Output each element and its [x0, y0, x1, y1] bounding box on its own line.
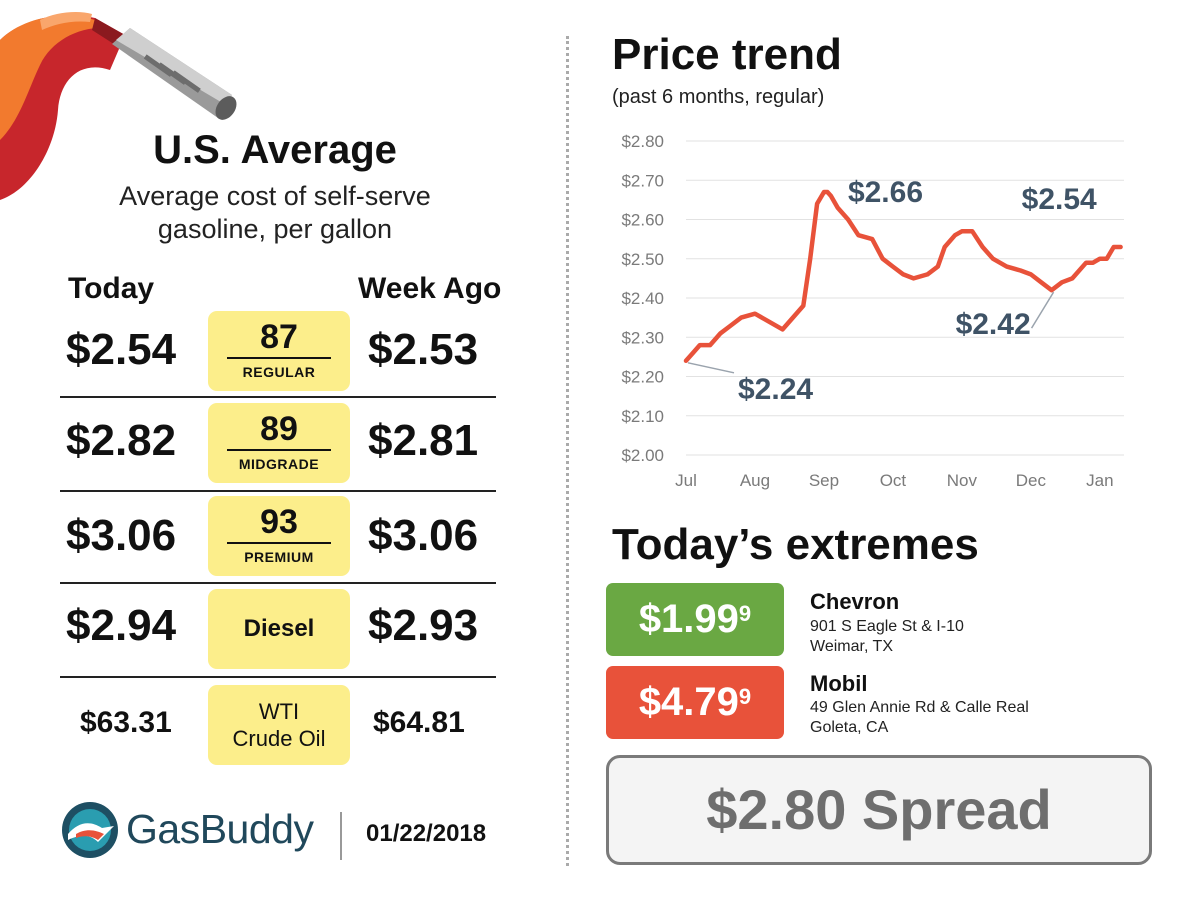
- chart-title: Price trend: [612, 30, 842, 79]
- chart-subtitle: (past 6 months, regular): [612, 86, 825, 108]
- highest-station-name: Mobil: [810, 671, 868, 696]
- lowest-station-address: 901 S Eagle St & I-10 Weimar, TX: [810, 617, 964, 657]
- gasbuddy-brand: GasBuddy: [126, 806, 314, 852]
- address-line-2: Weimar, TX: [810, 638, 893, 655]
- x-tick-label: Dec: [1016, 471, 1047, 490]
- x-tick-label: Nov: [947, 471, 978, 490]
- grade-label: REGULAR: [242, 364, 316, 380]
- gasbuddy-logo-icon: [62, 802, 118, 858]
- x-tick-label: Aug: [740, 471, 770, 490]
- lowest-price-fraction: 9: [738, 601, 752, 626]
- x-tick-label: Jul: [675, 471, 697, 490]
- price-line: [683, 189, 1123, 364]
- grade-label: Diesel: [243, 615, 315, 642]
- grade-rule: [227, 449, 331, 451]
- crude-today-price: $63.31: [80, 706, 172, 739]
- lowest-price-box: $1.999: [606, 583, 784, 656]
- brand-separator: [340, 812, 342, 860]
- y-tick-label: $2.40: [621, 289, 664, 308]
- grade-label: PREMIUM: [244, 549, 314, 565]
- diesel-week-ago-price: $2.93: [368, 601, 479, 650]
- premium-week-ago-price: $3.06: [368, 511, 479, 560]
- regular-week-ago-price: $2.53: [368, 325, 479, 374]
- diesel-today-price: $2.94: [66, 601, 177, 650]
- fuel-nozzle-icon: [0, 5, 260, 201]
- y-tick-label: $2.50: [621, 250, 664, 269]
- row-divider: [60, 396, 496, 398]
- lowest-station-name: Chevron: [810, 589, 900, 614]
- highest-price-fraction: 9: [738, 684, 752, 709]
- row-divider: [60, 582, 496, 584]
- x-tick-label: Sep: [809, 471, 839, 490]
- subtitle-line-1: Average cost of self-serve: [119, 181, 431, 211]
- grade-number: 87: [260, 318, 298, 356]
- crude-week-ago-price: $64.81: [373, 706, 465, 739]
- y-tick-label: $2.30: [621, 328, 664, 347]
- price-spread: $2.80 Spread: [606, 755, 1152, 865]
- grade-rule: [227, 542, 331, 544]
- y-tick-label: $2.80: [621, 132, 664, 151]
- y-tick-label: $2.60: [621, 211, 664, 230]
- data-label: $2.54: [1022, 183, 1097, 216]
- address-line-1: 49 Glen Annie Rd & Calle Real: [810, 699, 1029, 716]
- highest-price-box: $4.799: [606, 666, 784, 739]
- grade-number: 93: [260, 503, 298, 541]
- crude-label-line-2: Crude Oil: [232, 726, 326, 751]
- address-line-1: 901 S Eagle St & I-10: [810, 618, 964, 635]
- grade-rule: [227, 357, 331, 359]
- subtitle-line-2: gasoline, per gallon: [157, 214, 393, 244]
- row-divider: [60, 490, 496, 492]
- x-tick-label: Jan: [1086, 471, 1113, 490]
- premium-today-price: $3.06: [66, 511, 177, 560]
- y-tick-label: $2.70: [621, 171, 664, 190]
- grade-badge-midgrade: 89 MIDGRADE: [208, 403, 350, 483]
- data-label: $2.42: [956, 308, 1031, 341]
- y-tick-label: $2.20: [621, 368, 664, 387]
- grade-badge-premium: 93 PREMIUM: [208, 496, 350, 576]
- crude-oil-badge: WTI Crude Oil: [208, 685, 350, 765]
- crude-label-line-1: WTI: [258, 699, 300, 724]
- us-average-title: U.S. Average: [153, 128, 397, 172]
- y-tick-label: $2.10: [621, 407, 664, 426]
- grade-label: MIDGRADE: [238, 456, 320, 472]
- midgrade-week-ago-price: $2.81: [368, 416, 479, 465]
- extremes-title: Today’s extremes: [612, 520, 979, 569]
- price-trend-chart: $2.00 $2.10 $2.20 $2.30 $2.40 $2.50 $2.60 $2.70…: [621, 132, 1124, 490]
- grade-number: 89: [260, 410, 298, 448]
- grade-badge-diesel: Diesel: [208, 589, 350, 669]
- highest-price: $4.79: [638, 680, 739, 724]
- lowest-price: $1.99: [638, 597, 739, 641]
- data-label: $2.24: [738, 373, 813, 406]
- y-tick-label: $2.00: [621, 446, 664, 465]
- grade-badge-regular: 87 REGULAR: [208, 311, 350, 391]
- midgrade-today-price: $2.82: [66, 416, 177, 465]
- panel-divider: [566, 36, 569, 866]
- us-average-subtitle: Average cost of self-serve gasoline, per…: [100, 180, 450, 246]
- highest-station-address: 49 Glen Annie Rd & Calle Real Goleta, CA: [810, 698, 1029, 738]
- row-divider: [60, 676, 496, 678]
- annotation-leader: [1030, 291, 1055, 329]
- x-tick-label: Oct: [880, 471, 907, 490]
- column-header-today: Today: [68, 272, 155, 305]
- data-label: $2.66: [848, 176, 923, 209]
- annotation-leader: [687, 362, 735, 374]
- regular-today-price: $2.54: [66, 325, 177, 374]
- column-header-week-ago: Week Ago: [358, 272, 502, 305]
- address-line-2: Goleta, CA: [810, 719, 889, 736]
- report-date: 01/22/2018: [366, 820, 487, 847]
